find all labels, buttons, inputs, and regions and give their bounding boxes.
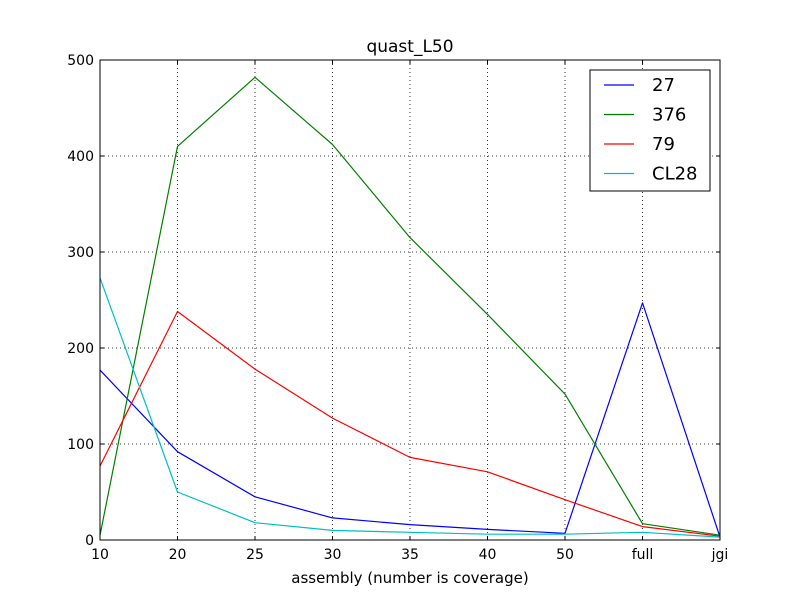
x-tick-label: 20 [169, 547, 187, 563]
x-axis-label: assembly (number is coverage) [291, 569, 528, 587]
x-axis-tick-labels: 10 20 25 30 35 40 50 full jgi [91, 547, 728, 563]
y-tick-label: 500 [67, 53, 94, 69]
series-line-79 [99, 310, 721, 537]
legend-label: 27 [652, 75, 675, 96]
legend-label: CL28 [652, 164, 698, 185]
x-tick-label: 50 [556, 547, 574, 563]
y-tick-label: 200 [67, 341, 94, 357]
series-line-27 [99, 302, 721, 538]
legend: 27 376 79 CL28 [589, 69, 711, 192]
y-tick-label: 400 [67, 149, 94, 165]
legend-label: 376 [652, 105, 686, 126]
x-tick-label: 30 [324, 547, 342, 563]
legend-box [589, 69, 711, 192]
x-tick-label: jgi [711, 547, 729, 563]
legend-label: 79 [652, 134, 675, 155]
x-tick-label: 40 [479, 547, 497, 563]
series-group [99, 76, 721, 538]
series-line-376 [99, 76, 721, 536]
x-tick-label: 35 [401, 547, 419, 563]
chart-title: quast_L50 [366, 37, 453, 57]
x-tick-label: 10 [91, 547, 109, 563]
x-tick-label: 25 [246, 547, 264, 563]
grid [100, 60, 720, 540]
series-line-CL28 [99, 277, 721, 538]
x-tick-label: full [632, 547, 654, 563]
y-tick-label: 0 [85, 533, 94, 549]
y-tick-label: 100 [67, 437, 94, 453]
y-tick-label: 300 [67, 245, 94, 261]
y-axis-tick-labels: 0 100 200 300 400 500 [67, 53, 94, 549]
axis-ticks [99, 59, 721, 541]
